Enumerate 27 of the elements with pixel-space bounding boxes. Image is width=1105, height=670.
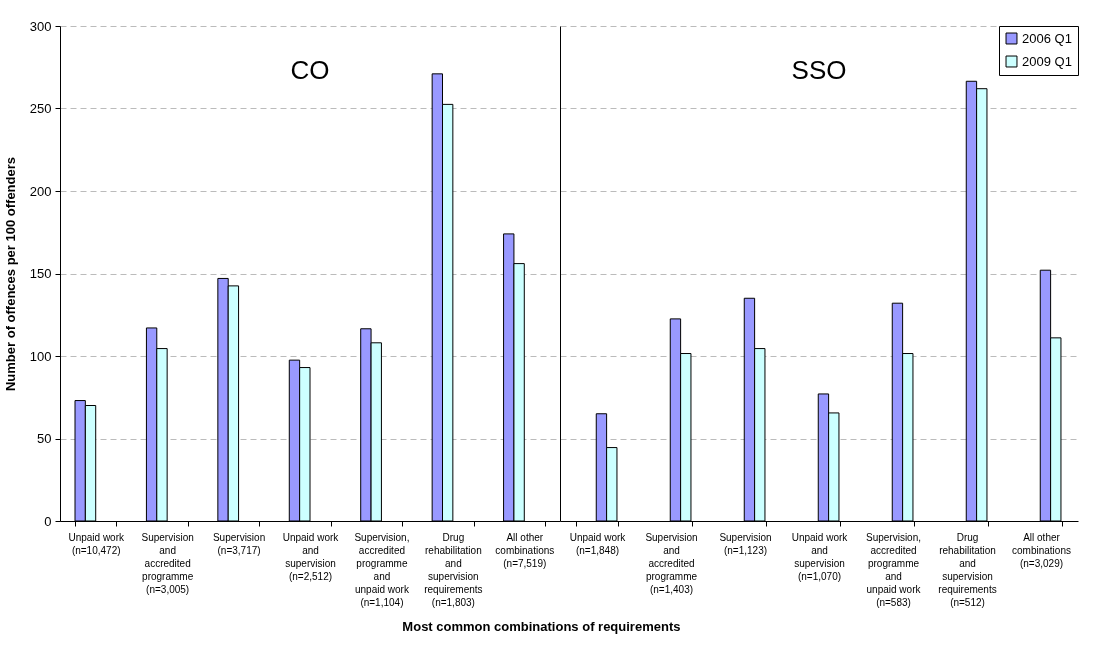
x-tick-label: Drug rehabilitation and supervision requirements (n=512) [938,531,997,608]
y-tick-label: 100 [29,348,52,364]
x-tick-label: Supervision, accredited programme and unpaid work (n=583) [865,531,922,608]
x-tick-label: Unpaid work and supervision (n=1,070) [791,531,849,582]
text: SSO [791,55,847,85]
y-tick-label: 300 [29,18,52,34]
x-tick-label: All other combinations (n=7,519) [495,531,555,569]
y-tick-label: 0 [44,513,52,529]
legend-label: 2006 Q1 [1022,30,1072,46]
x-tick-label: Unpaid work (n=1,848) [569,531,627,556]
x-tick-label: Supervision and accredited programme (n=1,403) [645,531,698,595]
x-tick-label: Supervision (n=1,123) [719,531,772,556]
y-tick-label: 50 [37,431,52,446]
y-tick-label: 200 [29,183,52,199]
x-tick-label: Supervision and accredited programme (n=3,005) [141,531,194,595]
x-tick-label: Unpaid work and supervision (n=2,512) [282,531,340,582]
x-axis-title: Most common combinations of requirements [402,619,681,634]
x-tick-label: Drug rehabilitation and supervision requirements (n=1,803) [424,531,483,608]
x-tick-label: Supervision, accredited programme and unpaid work (n=1,104) [354,531,410,608]
text: CO [290,55,330,85]
legend-label: 2009 Q1 [1022,53,1072,69]
y-axis-title: Number of offences per 100 offenders [2,156,18,392]
x-tick-label: All other combinations (n=3,029) [1012,531,1071,569]
y-tick-label: 250 [29,101,52,116]
x-tick-label: Unpaid work (n=10,472) [68,531,125,556]
y-tick-label: 150 [29,266,52,281]
x-tick-label: Supervision (n=3,717) [212,531,266,556]
